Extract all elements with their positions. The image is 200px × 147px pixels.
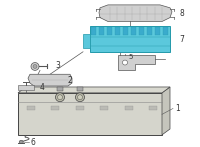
Bar (163, 27, 168, 35)
Bar (99, 27, 104, 35)
Polygon shape (28, 74, 72, 86)
Polygon shape (83, 34, 90, 48)
Bar (125, 106, 133, 110)
Bar (18, 85, 34, 90)
Text: 1: 1 (175, 104, 180, 113)
Bar (27, 106, 35, 110)
Bar (139, 27, 144, 35)
Bar (100, 106, 108, 110)
Text: 5: 5 (128, 54, 132, 60)
Bar (77, 87, 83, 91)
Polygon shape (18, 87, 170, 93)
Circle shape (76, 93, 84, 102)
Text: 4: 4 (40, 83, 45, 92)
Circle shape (122, 60, 128, 65)
Circle shape (58, 95, 62, 100)
Bar (76, 106, 84, 110)
Bar (155, 27, 160, 35)
Circle shape (78, 95, 83, 100)
Circle shape (33, 65, 37, 68)
Polygon shape (99, 5, 172, 21)
Bar (149, 106, 157, 110)
Bar (51, 106, 59, 110)
Polygon shape (118, 55, 155, 70)
Bar (115, 27, 120, 35)
Polygon shape (18, 93, 162, 135)
Text: 7: 7 (179, 35, 184, 44)
Circle shape (56, 93, 64, 102)
Text: 3: 3 (55, 61, 60, 70)
Text: 8: 8 (179, 9, 184, 18)
Bar (147, 27, 152, 35)
Bar (123, 27, 128, 35)
Circle shape (31, 62, 39, 70)
Text: 6: 6 (30, 138, 35, 147)
Polygon shape (162, 87, 170, 135)
Polygon shape (90, 26, 170, 52)
Circle shape (19, 140, 23, 144)
Bar (91, 27, 96, 35)
Bar (131, 27, 136, 35)
Bar (107, 27, 112, 35)
Bar (57, 87, 63, 91)
Text: 2: 2 (68, 76, 73, 85)
